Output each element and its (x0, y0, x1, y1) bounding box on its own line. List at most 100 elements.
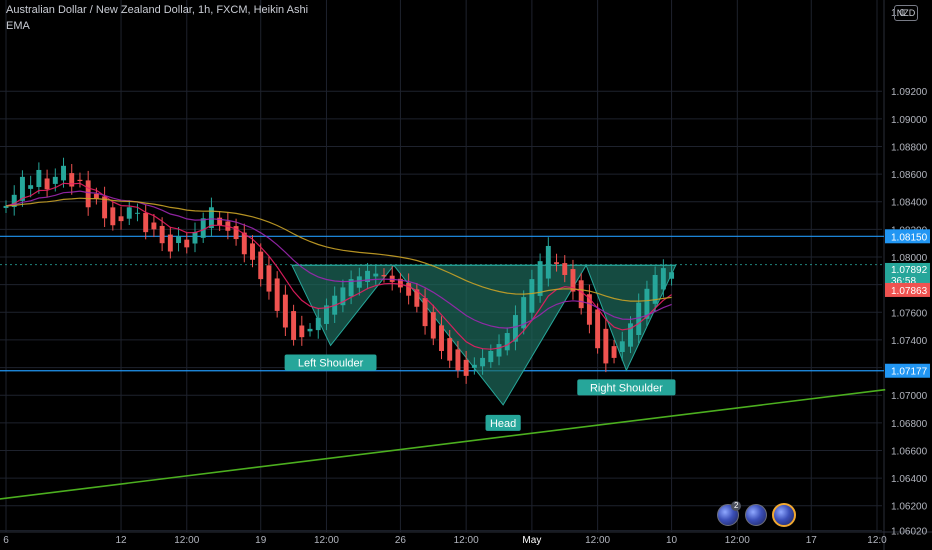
candle-body (586, 294, 592, 325)
x-tick-label: 10 (666, 535, 678, 546)
x-tick-label: 12:00 (454, 535, 479, 546)
candle-body (135, 212, 140, 214)
candle-body (529, 279, 535, 313)
candle-body (430, 312, 436, 339)
candle-body (52, 176, 58, 184)
ema-price-tag (885, 282, 930, 297)
candle-body (250, 243, 255, 260)
pattern-shape (291, 264, 677, 406)
y-tick-label: 1.06800 (891, 419, 928, 430)
candle-body (389, 275, 395, 282)
candle-body (628, 323, 633, 347)
candle-body (11, 194, 17, 207)
candle-body (299, 325, 305, 338)
label-head-text: Head (490, 418, 516, 430)
chart-title: Australian Dollar / New Zealand Dollar, … (6, 4, 309, 16)
candle-body (463, 359, 469, 376)
candle-body (340, 287, 346, 306)
currency-badge[interactable]: NZD (894, 5, 918, 21)
globe-icon[interactable] (772, 503, 796, 527)
candle-body (660, 268, 666, 290)
candle-body (167, 234, 173, 252)
y-tick-label: 1.09000 (891, 115, 928, 126)
candle-body (159, 225, 165, 244)
candle-body (471, 364, 477, 368)
y-tick-label: 1.06200 (891, 502, 928, 513)
candle-body (545, 245, 551, 279)
y-tick-label: 1.08000 (891, 253, 928, 264)
globe-icon[interactable] (745, 504, 767, 526)
ema-line (5, 182, 672, 350)
x-tick-label: 12:0 (867, 535, 887, 546)
y-tick-label: 1.07600 (891, 308, 928, 319)
badge-count: 2 (731, 501, 742, 511)
candle-body (36, 169, 42, 188)
candle-body (19, 176, 25, 201)
candle-body (266, 265, 272, 292)
y-tick-label: 1.0 (891, 8, 905, 19)
candle-body (274, 278, 280, 311)
candle-body (323, 305, 329, 324)
candle-body (258, 251, 264, 280)
candle-body (652, 274, 658, 304)
candle-body (102, 196, 108, 219)
candle-body (669, 272, 675, 279)
candle-body (110, 207, 116, 226)
candle-body (184, 239, 190, 248)
candle-body (143, 212, 149, 233)
candle-body (619, 341, 625, 353)
y-tick-label: 1.06400 (891, 474, 928, 485)
candle-body (3, 205, 9, 208)
globe-icon[interactable]: 2 (717, 501, 742, 526)
candle-body (603, 328, 609, 364)
y-tick-label: 1.06020 (891, 527, 928, 538)
y-tick-label: 1.08800 (891, 142, 928, 153)
x-tick-label: 12 (115, 535, 127, 546)
y-tick-label: 1.07400 (891, 336, 928, 347)
candle-body (291, 311, 297, 340)
candle-body (570, 269, 576, 292)
level-price-tag-text: 1.08150 (891, 232, 928, 243)
candle-body (348, 279, 354, 297)
indicator-label[interactable]: EMA (6, 20, 30, 32)
candle-body (611, 346, 617, 358)
label-head: Head (485, 414, 521, 431)
label-right-shoulder-bg (577, 379, 676, 396)
candle-body (85, 180, 91, 208)
candle-body (422, 298, 428, 327)
candle-body (192, 232, 198, 244)
candle-body (578, 280, 584, 309)
ema-line (5, 197, 672, 302)
label-head-bg (485, 414, 521, 431)
candle-body (521, 297, 527, 329)
x-tick-label: 12:00 (314, 535, 339, 546)
candle-body (496, 344, 502, 357)
candle-body (504, 333, 510, 351)
countdown-text: 36:58 (891, 276, 916, 287)
label-right-shoulder-text: Right Shoulder (590, 382, 663, 394)
x-tick-label: May (522, 535, 541, 546)
x-tick-label: 12:00 (174, 535, 199, 546)
candle-body (233, 226, 239, 240)
ema-line (5, 190, 672, 329)
last-price-text: 1.07892 (891, 265, 928, 276)
candle-body (307, 328, 313, 332)
candle-body (397, 278, 403, 288)
candle-body (61, 165, 66, 181)
candle-body (93, 193, 99, 199)
candle-body (217, 217, 223, 226)
candle-body (118, 216, 124, 222)
y-tick-label: 1.08400 (891, 198, 928, 209)
candle-body (44, 178, 50, 190)
candle-body (406, 283, 412, 296)
candle-body (200, 218, 206, 238)
label-right-shoulder: Right Shoulder (577, 379, 676, 396)
last-price-tag (885, 262, 930, 286)
label-left-shoulder: Left Shoulder (284, 354, 377, 371)
x-tick-label: 26 (395, 535, 407, 546)
trend-line (0, 388, 886, 500)
level-price-tag (885, 363, 930, 378)
candle-body (537, 261, 543, 296)
candle-body (77, 179, 83, 182)
